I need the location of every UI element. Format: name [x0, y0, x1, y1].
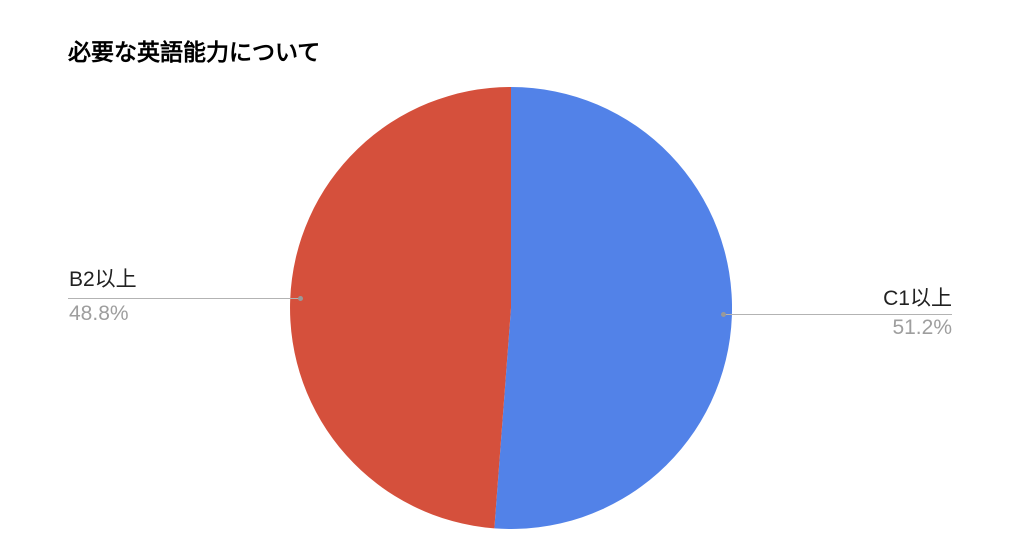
- slice-label-c1: C1以上: [883, 287, 952, 310]
- leader-line-left: [68, 296, 303, 301]
- leader-dot-right: [721, 312, 726, 317]
- leader-dot-left: [298, 296, 303, 301]
- leader-line-right: [721, 312, 952, 317]
- slice-label-b2: B2以上: [69, 268, 137, 291]
- chart-title: 必要な英語能力について: [68, 39, 321, 65]
- pie-slice: [290, 87, 511, 529]
- pie-chart: [290, 87, 732, 529]
- pie-slice: [494, 87, 732, 529]
- slice-percent-c1: 51.2%: [892, 316, 952, 339]
- slice-percent-b2: 48.8%: [69, 302, 129, 325]
